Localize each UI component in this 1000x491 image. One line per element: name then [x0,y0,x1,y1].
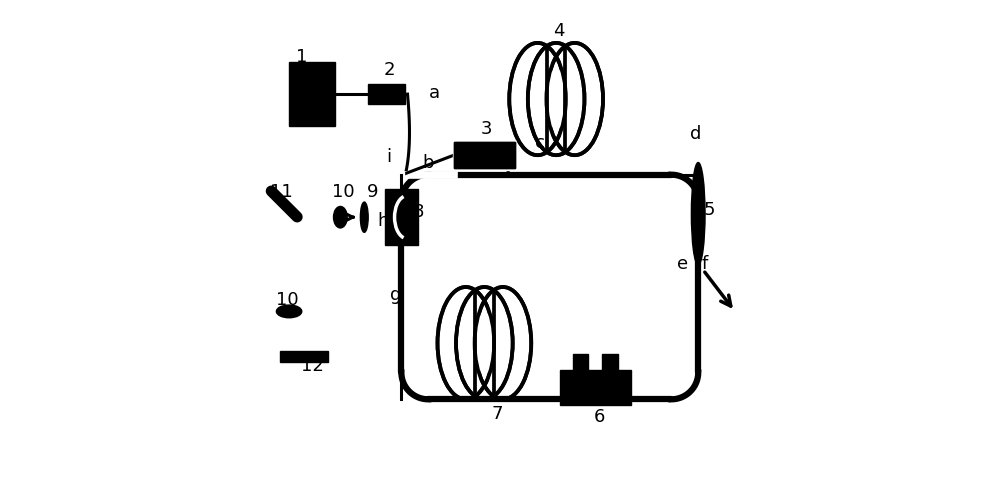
Bar [289,62,335,126]
Text: 4: 4 [553,22,564,40]
Ellipse shape [488,293,499,394]
Text: 10: 10 [332,183,354,201]
Bar [368,84,405,105]
Ellipse shape [691,163,705,265]
Ellipse shape [470,293,481,394]
Ellipse shape [276,305,302,318]
Text: d: d [690,125,702,143]
Text: 9: 9 [367,183,379,201]
Text: c: c [535,134,545,152]
Text: 3: 3 [480,120,492,138]
Bar [280,352,328,362]
Ellipse shape [334,206,347,228]
Text: b: b [422,154,433,172]
Ellipse shape [541,49,552,150]
Text: a: a [429,83,440,102]
Bar [454,142,515,168]
Text: i: i [387,147,392,165]
Text: 7: 7 [491,405,503,423]
Bar [602,354,618,370]
Bar [560,370,631,405]
Bar [573,354,588,370]
Ellipse shape [560,49,571,150]
Text: 11: 11 [270,183,292,201]
Text: g: g [390,286,402,304]
Text: f: f [701,255,707,273]
Text: 6: 6 [594,408,605,426]
Text: e: e [677,255,688,273]
Text: 12: 12 [301,357,324,376]
Text: 1: 1 [296,49,308,66]
Bar [385,189,418,246]
Text: 8: 8 [413,203,424,221]
Bar [453,140,516,170]
Bar [399,172,404,177]
Text: h: h [377,212,388,230]
Text: 10: 10 [276,291,299,309]
Text: 5: 5 [704,201,715,219]
Text: 2: 2 [384,60,395,79]
Bar [454,142,515,168]
Ellipse shape [360,202,368,232]
